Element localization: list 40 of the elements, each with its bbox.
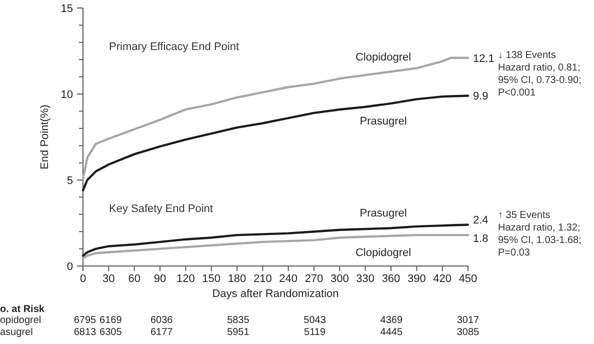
x-tick-label: 330 — [356, 273, 375, 285]
series-label: Clopidogrel — [355, 52, 412, 64]
data-label: 2.4 — [473, 214, 488, 227]
x-tick-label: 240 — [279, 273, 298, 285]
x-tick-label: 210 — [253, 273, 272, 285]
data-label: 12.1 — [473, 52, 494, 65]
y-axis-title: End Point(%) — [39, 104, 51, 170]
data-label: 9.9 — [473, 90, 488, 103]
x-tick-label: 180 — [228, 273, 246, 285]
x-tick-label: 360 — [382, 273, 400, 285]
y-tick-label: 15 — [60, 3, 73, 15]
line-series — [82, 94, 470, 192]
y-tick-label: 10 — [60, 89, 73, 101]
x-tick-label: 390 — [407, 273, 426, 285]
text: opidogrel 6795 6169 6036 5835 5043 4369 3017 — [0, 315, 480, 326]
series-label: Clopidogrel — [355, 247, 412, 260]
x-tick-label: 270 — [304, 273, 324, 285]
text: o. at Risk — [0, 304, 45, 315]
x-tick-label: 60 — [128, 273, 140, 285]
annotation: Primary Efficacy End Point — [109, 41, 240, 53]
y-tick-label: 0 — [66, 261, 73, 273]
line-series — [82, 234, 470, 260]
x-tick-label: 120 — [176, 273, 195, 285]
text: asugrel 6813 6305 6177 5951 5119 4445 3085 — [0, 327, 480, 338]
series-label: Prasugrel — [360, 207, 407, 220]
x-tick-label: 0 — [80, 273, 86, 285]
x-tick-label: 420 — [433, 273, 452, 285]
line-series — [82, 224, 470, 257]
data-label: 1.8 — [473, 233, 488, 246]
series-label: Prasugrel — [360, 115, 407, 128]
x-tick-label: 30 — [102, 273, 115, 285]
x-tick-label: 450 — [458, 273, 478, 285]
text: ↑ 35 Events Hazard ratio, 1.32; 95% CI, 1.03-1.68; P=0.03 — [498, 210, 582, 258]
x-tick-label: 90 — [154, 273, 166, 285]
annotation: Key Safety End Point — [109, 203, 213, 215]
text: ↓ 138 Events Hazard ratio, 0.81; 95% CI, 0.73-0.90; P<0.001 — [498, 50, 582, 98]
x-axis-title: Days after Randomization — [212, 288, 339, 300]
x-tick-label: 150 — [202, 273, 221, 285]
x-tick-label: 300 — [330, 273, 349, 285]
y-tick-label: 5 — [66, 175, 73, 187]
